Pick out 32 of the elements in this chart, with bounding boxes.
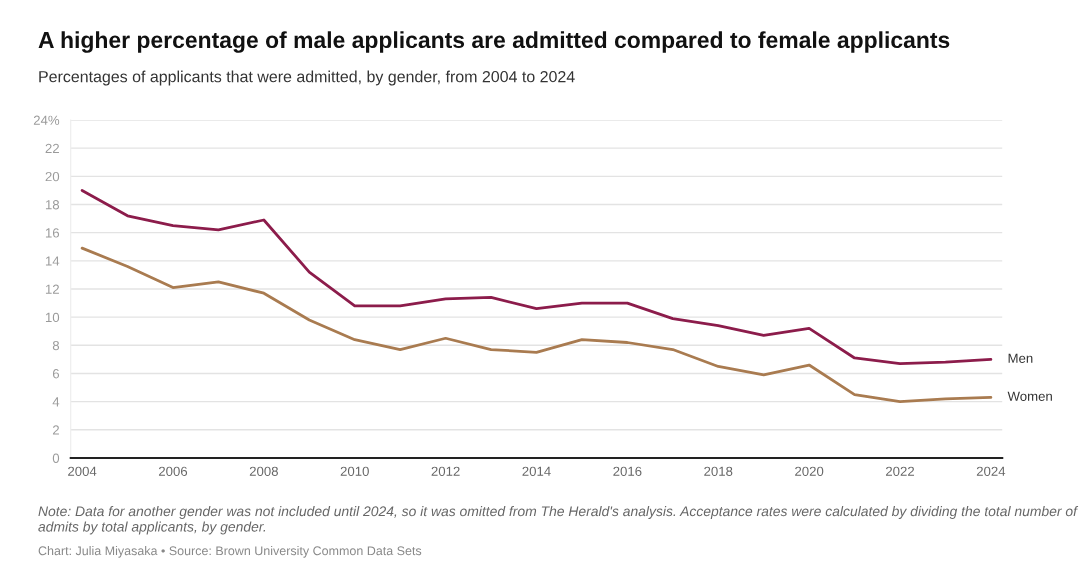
- y-tick-label: 2: [52, 425, 59, 435]
- y-tick-label: 10: [45, 312, 60, 323]
- y-tick-label: 24%: [33, 115, 60, 125]
- series-label: Women: [1007, 391, 1052, 401]
- x-tick-label: 2012: [431, 466, 460, 476]
- series-label: Men: [1008, 353, 1033, 363]
- x-tick-label: 2024: [976, 466, 1006, 476]
- y-tick-label: 0: [52, 453, 60, 463]
- y-tick-label: 4: [52, 397, 60, 407]
- text: Chart: Julia Miyasaka • Source: Brown University Common Data Sets: [38, 546, 422, 558]
- x-tick-label: 2022: [885, 466, 915, 476]
- line-series: [80, 189, 993, 366]
- x-tick-label: 2008: [249, 466, 278, 476]
- x-tick-label: 2006: [158, 466, 188, 476]
- text: Note: Data for another gender was not included until 2024, so it was omitted from The Herald's analysis. Acceptance rates were calculated by dividing the total number of admits by total applicants, by gender.: [38, 506, 1079, 535]
- x-tick-label: 2014: [522, 466, 551, 476]
- y-tick-label: 18: [45, 200, 60, 210]
- x-tick-label: 2018: [704, 466, 733, 476]
- y-tick-label: 12: [45, 284, 59, 294]
- y-tick-label: 20: [45, 171, 60, 182]
- chart-subtitle: Percentages of applicants that were admitted, by gender, from 2004 to 2024: [39, 70, 575, 86]
- x-tick-label: 2016: [613, 466, 642, 476]
- y-tick-label: 6: [52, 369, 60, 379]
- y-tick-label: 8: [52, 340, 60, 351]
- x-tick-label: 2004: [68, 466, 97, 476]
- y-tick-label: 16: [45, 228, 60, 238]
- x-tick-label: 2020: [795, 466, 824, 476]
- chart-title: A higher percentage of male applicants are admitted compared to female applicants: [38, 31, 950, 53]
- y-tick-label: 14: [45, 256, 60, 266]
- line-series: [80, 246, 993, 404]
- y-tick-label: 22: [45, 143, 59, 153]
- x-tick-label: 2010: [340, 466, 369, 476]
